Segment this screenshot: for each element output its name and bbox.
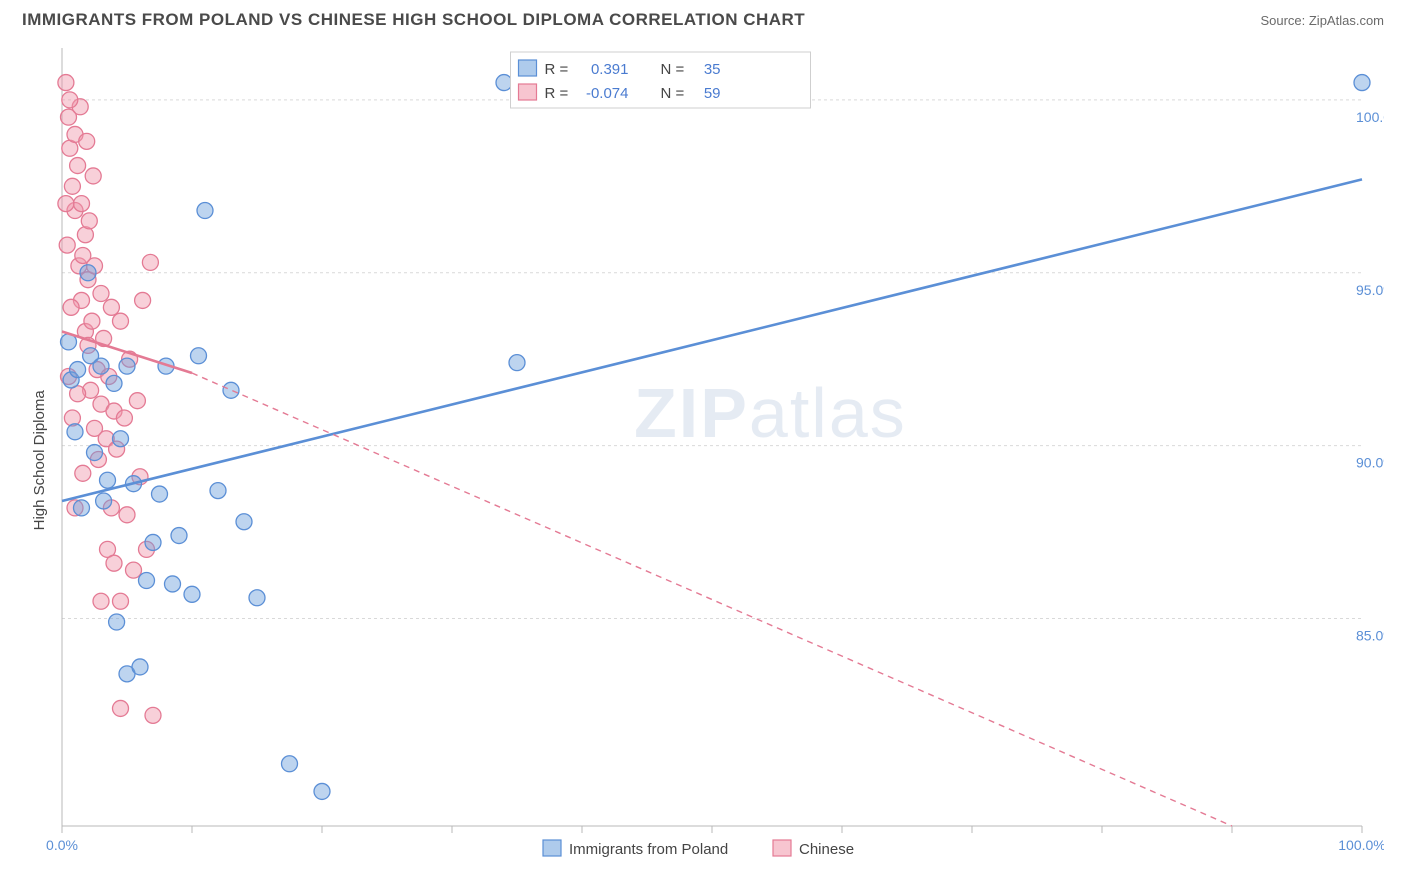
- data-point-poland: [87, 445, 103, 461]
- data-point-poland: [109, 614, 125, 630]
- data-point-poland: [96, 493, 112, 509]
- x-tick-label: 100.0%: [1338, 837, 1384, 853]
- data-point-poland: [70, 362, 86, 378]
- legend-r-label: R =: [545, 61, 569, 78]
- data-point-poland: [152, 486, 168, 502]
- y-tick-label: 100.0%: [1356, 109, 1384, 125]
- data-point-chinese: [106, 555, 122, 571]
- legend-r-value: -0.074: [586, 85, 629, 102]
- legend-n-label: N =: [661, 61, 685, 78]
- data-point-chinese: [81, 213, 97, 229]
- y-tick-label: 90.0%: [1356, 455, 1384, 471]
- data-point-poland: [165, 576, 181, 592]
- data-point-chinese: [126, 562, 142, 578]
- data-point-chinese: [70, 158, 86, 174]
- data-point-chinese: [113, 700, 129, 716]
- data-point-poland: [119, 358, 135, 374]
- y-axis-title: High School Diploma: [31, 390, 48, 531]
- legend-swatch: [519, 60, 537, 76]
- data-point-poland: [80, 265, 96, 281]
- chart-title: IMMIGRANTS FROM POLAND VS CHINESE HIGH S…: [22, 10, 805, 30]
- data-point-chinese: [142, 254, 158, 270]
- data-point-poland: [223, 382, 239, 398]
- trendline-poland: [62, 179, 1362, 501]
- data-point-poland: [210, 483, 226, 499]
- data-point-chinese: [113, 593, 129, 609]
- data-point-poland: [282, 756, 298, 772]
- data-point-poland: [106, 375, 122, 391]
- data-point-chinese: [79, 133, 95, 149]
- legend-n-label: N =: [661, 85, 685, 102]
- data-point-poland: [236, 514, 252, 530]
- data-point-chinese: [135, 292, 151, 308]
- data-point-chinese: [119, 507, 135, 523]
- data-point-chinese: [64, 178, 80, 194]
- chart-container: ZIPatlas 0.0% 100.0% 85.0% 90.0% 95.0% 100.0% H…: [22, 42, 1384, 874]
- data-point-poland: [197, 203, 213, 219]
- data-point-poland: [132, 659, 148, 675]
- data-point-poland: [93, 358, 109, 374]
- data-point-chinese: [85, 168, 101, 184]
- scatter-chart: ZIPatlas 0.0% 100.0% 85.0% 90.0% 95.0% 100.0% H…: [22, 42, 1384, 874]
- legend-r-value: 0.391: [591, 61, 629, 78]
- data-point-poland: [113, 431, 129, 447]
- legend-swatch-bottom: [543, 840, 561, 856]
- data-point-chinese: [103, 299, 119, 315]
- x-tick-label: 0.0%: [46, 837, 78, 853]
- data-point-chinese: [63, 299, 79, 315]
- y-tick-label: 95.0%: [1356, 282, 1384, 298]
- data-point-chinese: [75, 465, 91, 481]
- data-point-chinese: [113, 313, 129, 329]
- data-point-poland: [1354, 75, 1370, 91]
- data-point-poland: [74, 500, 90, 516]
- data-point-chinese: [84, 313, 100, 329]
- data-point-chinese: [93, 286, 109, 302]
- data-point-chinese: [59, 237, 75, 253]
- y-tick-label: 85.0%: [1356, 628, 1384, 644]
- chart-source: Source: ZipAtlas.com: [1260, 13, 1384, 28]
- legend-r-label: R =: [545, 85, 569, 102]
- data-point-poland: [171, 528, 187, 544]
- trendline-dash-chinese: [192, 373, 1232, 826]
- legend-series-label: Chinese: [799, 841, 854, 858]
- legend-swatch-bottom: [773, 840, 791, 856]
- legend-n-value: 59: [704, 85, 721, 102]
- data-point-chinese: [93, 593, 109, 609]
- data-point-poland: [249, 590, 265, 606]
- data-point-poland: [509, 355, 525, 371]
- legend-n-value: 35: [704, 61, 721, 78]
- data-point-poland: [67, 424, 83, 440]
- data-point-chinese: [58, 75, 74, 91]
- legend-series-label: Immigrants from Poland: [569, 841, 728, 858]
- legend-swatch: [519, 84, 537, 100]
- data-point-poland: [100, 472, 116, 488]
- watermark: ZIPatlas: [634, 374, 907, 452]
- data-point-poland: [145, 534, 161, 550]
- data-point-poland: [314, 783, 330, 799]
- data-point-chinese: [129, 393, 145, 409]
- data-point-chinese: [145, 707, 161, 723]
- data-point-chinese: [74, 196, 90, 212]
- data-point-chinese: [58, 196, 74, 212]
- data-point-chinese: [62, 92, 78, 108]
- data-point-poland: [191, 348, 207, 364]
- data-point-chinese: [116, 410, 132, 426]
- data-point-poland: [184, 586, 200, 602]
- data-point-poland: [496, 75, 512, 91]
- data-point-poland: [139, 572, 155, 588]
